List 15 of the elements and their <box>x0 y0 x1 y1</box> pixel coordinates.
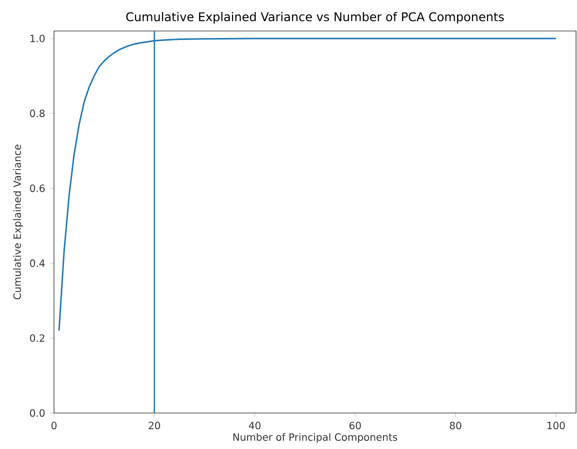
y-tick-label: 0.2 <box>30 334 44 342</box>
x-axis-title: Number of Principal Components <box>233 433 398 443</box>
y-axis-title: Cumulative Explained Variance <box>13 144 23 300</box>
x-tick-label: 80 <box>450 422 462 430</box>
x-tick-label: 100 <box>547 422 565 430</box>
y-tick-label: 1.0 <box>30 34 45 42</box>
x-tick-label: 60 <box>349 422 361 430</box>
chart-title: Cumulative Explained Variance vs Number of PCA Components <box>126 12 504 24</box>
x-tick-label: 20 <box>148 422 160 430</box>
y-tick-label: 0.0 <box>30 409 45 417</box>
y-tick-label: 0.4 <box>30 259 45 267</box>
y-tick-label: 0.8 <box>30 110 45 118</box>
x-tick-label: 0 <box>51 422 57 430</box>
x-tick-label: 40 <box>248 422 260 430</box>
y-tick-label: 0.6 <box>30 184 45 192</box>
